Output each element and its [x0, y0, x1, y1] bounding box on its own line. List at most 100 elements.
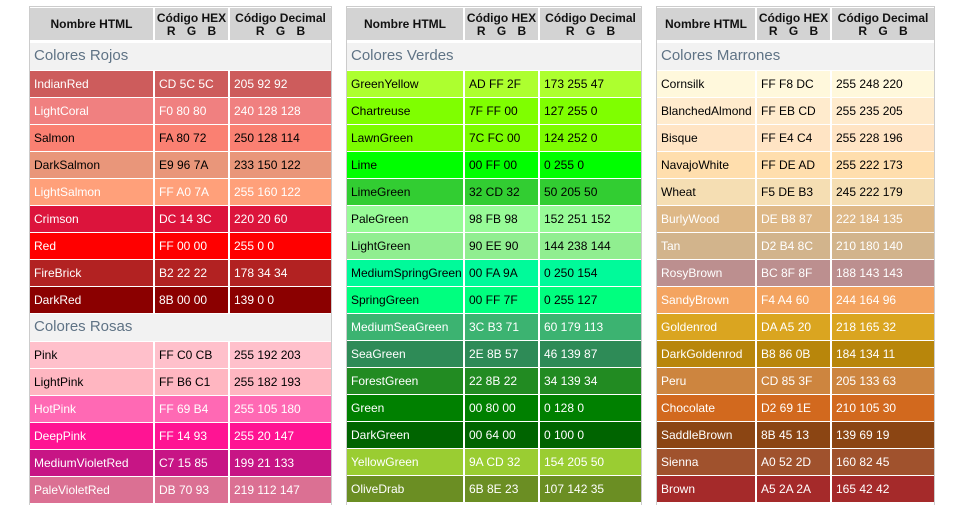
- header-subtitle: R G B: [166, 24, 217, 38]
- color-cell: Goldenrod: [657, 314, 755, 340]
- color-cell: Lime: [347, 152, 463, 178]
- color-cell: 255 222 173: [832, 152, 934, 178]
- color-cell: 9A CD 32: [465, 449, 538, 475]
- color-cell: 240 128 128: [230, 98, 331, 124]
- header-title: Código Decimal: [545, 11, 636, 25]
- header-cell: Código Decimal R G B: [540, 8, 641, 40]
- color-cell: 220 20 60: [230, 206, 331, 232]
- header-subtitle: R G B: [255, 24, 306, 38]
- color-cell: SaddleBrown: [657, 422, 755, 448]
- color-cell: 255 160 122: [230, 179, 331, 205]
- header-title: Código HEX: [758, 11, 829, 25]
- header-subtitle: R G B: [858, 24, 908, 38]
- color-cell: Peru: [657, 368, 755, 394]
- color-cell: 0 255 127: [540, 287, 641, 313]
- color-cell: 7C FC 00: [465, 125, 538, 151]
- header-cell: Nombre HTML: [347, 8, 463, 40]
- header-title: Código HEX: [466, 11, 537, 25]
- color-cell: B2 22 22: [155, 260, 228, 286]
- color-cell: 7F FF 00: [465, 98, 538, 124]
- color-cell: CD 5C 5C: [155, 71, 228, 97]
- color-cell: Chocolate: [657, 395, 755, 421]
- color-cell: 160 82 45: [832, 449, 934, 475]
- color-cell: LawnGreen: [347, 125, 463, 151]
- header-cell: Código Decimal R G B: [230, 8, 331, 40]
- section-title: Colores Verdes: [347, 43, 641, 70]
- color-cell: ForestGreen: [347, 368, 463, 394]
- color-cell: 6B 8E 23: [465, 476, 538, 502]
- color-cell: 00 FF 00: [465, 152, 538, 178]
- color-cell: DarkGreen: [347, 422, 463, 448]
- section-title: Colores Rosas: [30, 314, 331, 341]
- header-title: Código Decimal: [235, 11, 326, 25]
- color-cell: D2 B4 8C: [757, 233, 830, 259]
- color-cell: 205 133 63: [832, 368, 934, 394]
- color-cell: BC 8F 8F: [757, 260, 830, 286]
- color-cell: GreenYellow: [347, 71, 463, 97]
- color-cell: NavajoWhite: [657, 152, 755, 178]
- color-cell: 199 21 133: [230, 450, 331, 476]
- color-cell: 22 8B 22: [465, 368, 538, 394]
- color-cell: MediumVioletRed: [30, 450, 153, 476]
- color-cell: Wheat: [657, 179, 755, 205]
- color-cell: PaleVioletRed: [30, 477, 153, 503]
- header-subtitle: R G B: [768, 24, 819, 38]
- color-cell: DarkRed: [30, 287, 153, 313]
- color-cell: Pink: [30, 342, 153, 368]
- color-cell: 233 150 122: [230, 152, 331, 178]
- color-cell: 144 238 144: [540, 233, 641, 259]
- color-cell: BlanchedAlmond: [657, 98, 755, 124]
- color-cell: 124 252 0: [540, 125, 641, 151]
- color-cell: RosyBrown: [657, 260, 755, 286]
- color-cell: 178 34 34: [230, 260, 331, 286]
- color-cell: 255 228 196: [832, 125, 934, 151]
- color-cell: 0 100 0: [540, 422, 641, 448]
- color-cell: 255 192 203: [230, 342, 331, 368]
- color-cell: CD 85 3F: [757, 368, 830, 394]
- color-cell: 90 EE 90: [465, 233, 538, 259]
- color-cell: 00 FF 7F: [465, 287, 538, 313]
- color-cell: 173 255 47: [540, 71, 641, 97]
- header-cell: Nombre HTML: [30, 8, 153, 40]
- color-cell: 205 92 92: [230, 71, 331, 97]
- color-cell: Chartreuse: [347, 98, 463, 124]
- color-cell: 255 182 193: [230, 369, 331, 395]
- color-cell: 210 105 30: [832, 395, 934, 421]
- color-cell: Tan: [657, 233, 755, 259]
- header-title: Código Decimal: [837, 11, 929, 25]
- color-cell: SandyBrown: [657, 287, 755, 313]
- color-cell: 107 142 35: [540, 476, 641, 502]
- color-cell: Brown: [657, 476, 755, 502]
- color-cell: DarkGoldenrod: [657, 341, 755, 367]
- color-cell: DA A5 20: [757, 314, 830, 340]
- color-cell: F5 DE B3: [757, 179, 830, 205]
- color-cell: 8B 00 00: [155, 287, 228, 313]
- color-cell: 255 235 205: [832, 98, 934, 124]
- color-cell: 222 184 135: [832, 206, 934, 232]
- color-cell: FF C0 CB: [155, 342, 228, 368]
- color-cell: 34 139 34: [540, 368, 641, 394]
- color-cell: FF 00 00: [155, 233, 228, 259]
- color-cell: 32 CD 32: [465, 179, 538, 205]
- color-cell: LimeGreen: [347, 179, 463, 205]
- color-cell: 152 251 152: [540, 206, 641, 232]
- color-cell: 250 128 114: [230, 125, 331, 151]
- color-cell: Crimson: [30, 206, 153, 232]
- color-cell: 0 250 154: [540, 260, 641, 286]
- color-cell: B8 86 0B: [757, 341, 830, 367]
- color-cell: SpringGreen: [347, 287, 463, 313]
- color-cell: D2 69 1E: [757, 395, 830, 421]
- color-cell: 127 255 0: [540, 98, 641, 124]
- color-cell: F0 80 80: [155, 98, 228, 124]
- header-cell: Nombre HTML: [657, 8, 755, 40]
- color-cell: BurlyWood: [657, 206, 755, 232]
- color-cell: 98 FB 98: [465, 206, 538, 232]
- color-cell: FF E4 C4: [757, 125, 830, 151]
- color-cell: 245 222 179: [832, 179, 934, 205]
- color-cell: OliveDrab: [347, 476, 463, 502]
- color-cell: A5 2A 2A: [757, 476, 830, 502]
- color-cell: 0 128 0: [540, 395, 641, 421]
- color-cell: Cornsilk: [657, 71, 755, 97]
- section-title: Colores Rojos: [30, 43, 331, 70]
